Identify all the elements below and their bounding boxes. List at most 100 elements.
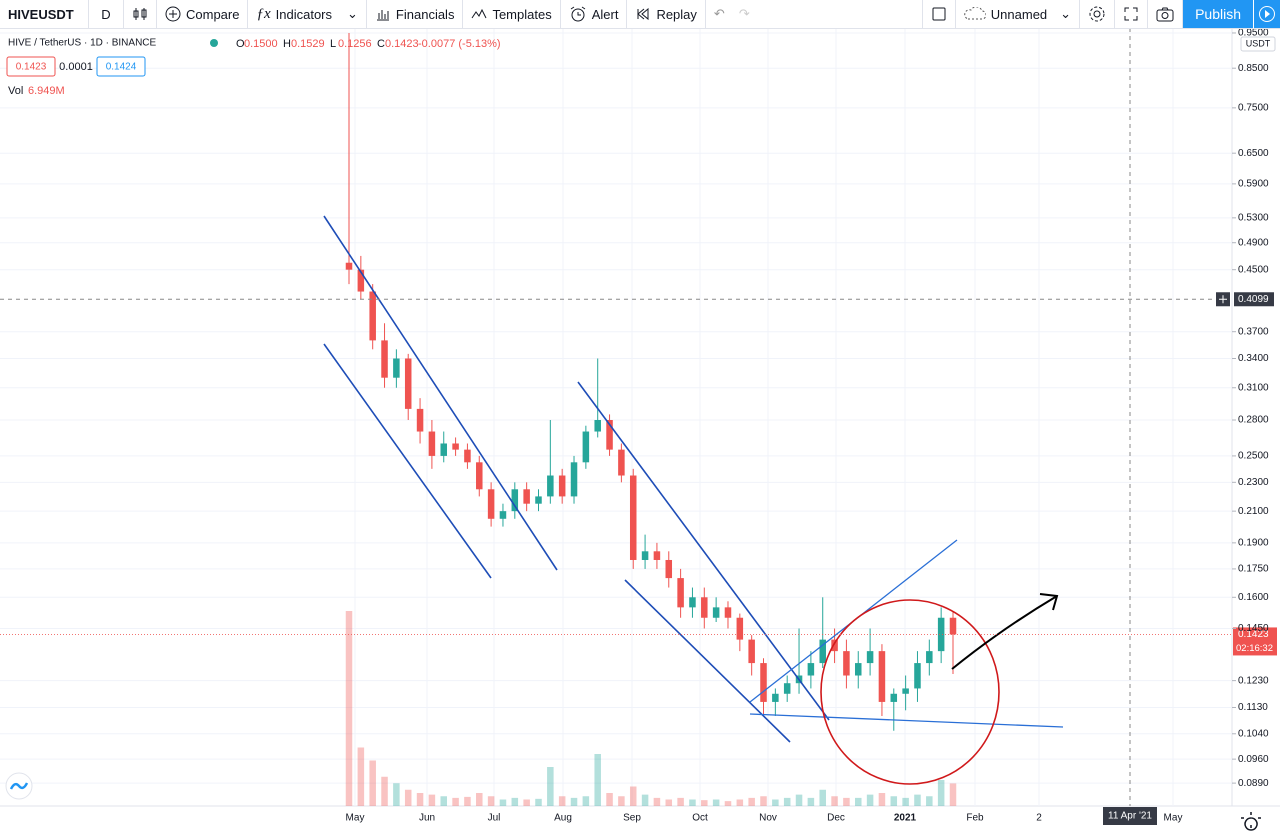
candle-body bbox=[937, 617, 945, 652]
x-tick-label: 2021 bbox=[894, 813, 917, 824]
candle-body bbox=[606, 420, 613, 450]
y-tick-label: 0.2300 bbox=[1238, 477, 1269, 488]
y-tick-label: 0.3700 bbox=[1238, 326, 1269, 337]
candle-body bbox=[345, 262, 353, 270]
volume-bar bbox=[416, 793, 424, 806]
candle-body bbox=[357, 269, 365, 292]
templates-button[interactable]: Templates bbox=[463, 0, 561, 28]
x-tick-label: Dec bbox=[827, 813, 845, 824]
candle-body bbox=[677, 578, 684, 608]
grid bbox=[0, 28, 1232, 806]
publish-menu[interactable] bbox=[1253, 0, 1280, 28]
candle-body bbox=[558, 475, 566, 497]
candle-body bbox=[878, 651, 886, 702]
expand-button[interactable] bbox=[1115, 0, 1149, 28]
crosshair-date-label: 11 Apr '21 bbox=[1108, 811, 1152, 822]
volume-bar bbox=[772, 799, 779, 806]
x-tick-label: Jun bbox=[419, 813, 435, 824]
chart-type[interactable] bbox=[124, 0, 157, 28]
candle-body bbox=[736, 617, 744, 640]
publish-button[interactable]: Publish bbox=[1183, 0, 1253, 28]
y-tick-label: 0.6500 bbox=[1238, 148, 1269, 159]
y-tick-label: 0.3100 bbox=[1238, 382, 1269, 393]
price-scale bbox=[1232, 28, 1280, 832]
volume-bar bbox=[511, 797, 519, 806]
indicators-label: Indicators bbox=[275, 6, 333, 22]
volume-bar bbox=[428, 794, 436, 806]
volume-bar bbox=[381, 776, 388, 806]
volume-bar bbox=[689, 799, 696, 806]
candle-body bbox=[748, 639, 755, 664]
volume-bar bbox=[831, 796, 838, 806]
unit-box bbox=[1240, 36, 1276, 52]
symbol-search[interactable]: HIVEUSDT bbox=[0, 0, 89, 28]
candle-body bbox=[890, 693, 898, 702]
candle-body bbox=[594, 420, 601, 432]
spread: 0.0001 bbox=[59, 61, 93, 73]
volume-bar bbox=[629, 786, 637, 806]
y-tick-label: 0.2800 bbox=[1238, 415, 1269, 426]
candle-body bbox=[701, 597, 708, 618]
volume-bar bbox=[570, 797, 578, 806]
x-tick-label: Nov bbox=[759, 813, 777, 824]
snapshot-button[interactable] bbox=[1148, 0, 1184, 28]
undo-redo[interactable]: ↶ ↷ bbox=[713, 6, 750, 21]
fullscreen-toggle[interactable] bbox=[921, 0, 956, 28]
y-tick-label: 0.9500 bbox=[1238, 28, 1269, 39]
crosshair-plus bbox=[1219, 295, 1227, 304]
candle-body bbox=[902, 688, 909, 694]
financials-label: Financials bbox=[395, 6, 455, 22]
candle-body bbox=[476, 462, 483, 490]
candle-body bbox=[866, 651, 874, 664]
compare-button[interactable]: Compare bbox=[157, 0, 249, 28]
alert-button[interactable]: Alert bbox=[561, 0, 628, 28]
volume-bar bbox=[878, 793, 886, 806]
arrow bbox=[951, 593, 1059, 670]
volume-bar bbox=[582, 796, 590, 806]
candle-body bbox=[807, 663, 815, 676]
layout-name: Unnamed bbox=[990, 6, 1048, 22]
indicators-button[interactable]: ƒx Indicators ⌄ bbox=[248, 0, 367, 28]
financials-button[interactable]: Financials bbox=[367, 0, 464, 28]
ohlc-value: 0.1529 bbox=[291, 38, 325, 50]
volume-bar bbox=[345, 611, 353, 806]
channel-line bbox=[577, 381, 830, 721]
volume-bar bbox=[914, 794, 921, 806]
y-tick-label: 0.5900 bbox=[1238, 179, 1269, 190]
y-tick-label: 0.0960 bbox=[1238, 754, 1269, 765]
x-tick-label: May bbox=[346, 813, 365, 824]
ohlc-letter: H bbox=[283, 38, 291, 50]
volume-bar bbox=[701, 800, 708, 806]
publish-label: Publish bbox=[1195, 6, 1241, 22]
volume-bar bbox=[783, 797, 791, 806]
layout-button[interactable]: Unnamed ⌄ bbox=[956, 0, 1081, 28]
interval[interactable]: D bbox=[89, 0, 124, 28]
candle-body bbox=[381, 340, 388, 378]
y-tick-label: 0.8500 bbox=[1238, 63, 1269, 74]
y-tick-label: 0.1130 bbox=[1238, 702, 1268, 713]
replay-button[interactable]: Replay bbox=[627, 0, 706, 28]
volume-bar bbox=[760, 796, 767, 806]
volume-bar bbox=[712, 799, 720, 806]
candle-body bbox=[570, 462, 578, 497]
candle-body bbox=[535, 496, 542, 504]
volume-bar bbox=[641, 794, 649, 806]
volume-bar bbox=[476, 793, 483, 806]
volume-bar bbox=[807, 797, 815, 806]
x-tick-label: Oct bbox=[692, 813, 708, 824]
x-tick-label: May bbox=[1164, 813, 1183, 824]
volume-bar bbox=[369, 760, 376, 806]
crosshair-price-box bbox=[1234, 292, 1274, 307]
volume-bar bbox=[724, 801, 732, 806]
y-tick-label: 0.2500 bbox=[1238, 451, 1269, 462]
templates-label: Templates bbox=[492, 6, 552, 22]
volume-bars bbox=[345, 611, 957, 806]
settings-button[interactable] bbox=[1080, 0, 1116, 28]
settings-icon[interactable] bbox=[1241, 812, 1261, 831]
candle-body bbox=[914, 663, 921, 689]
candle-body bbox=[369, 291, 376, 341]
ohlc-letter: C bbox=[377, 38, 385, 50]
volume-bar bbox=[949, 783, 957, 806]
candle-body bbox=[760, 663, 767, 702]
logo-mark bbox=[9, 782, 29, 790]
